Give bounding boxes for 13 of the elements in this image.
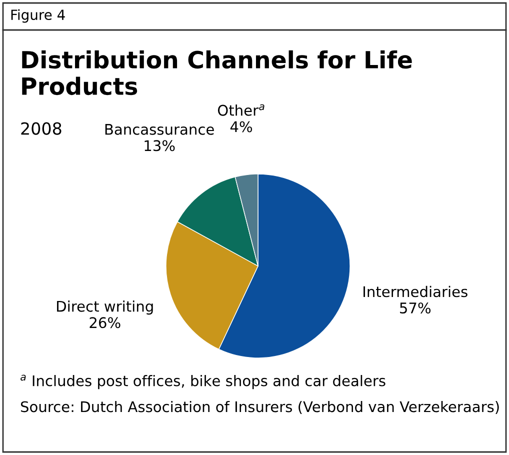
slice-label: Direct writing: [57, 300, 153, 315]
text: 2008: [21, 122, 62, 135]
data-label: 13%: [144, 140, 175, 152]
text: $^{a}$ Includes post offices, bike shops and car dealers: [20, 374, 386, 390]
source-note: Source: Dutch Association of Insurers (Verbond van Verzekeraars): [20, 400, 499, 414]
chart-title: Distribution Channels for Life Products: [22, 50, 412, 96]
data-label: 4%: [230, 121, 252, 132]
slice-label: Other$^{a}$: [218, 104, 264, 116]
slice-label: Intermediaries: [364, 286, 468, 298]
slice-label: Bancassurance: [105, 124, 214, 135]
data-label: 26%: [90, 317, 120, 328]
caption: Figure 4: [11, 9, 65, 23]
data-label: 57%: [400, 302, 431, 314]
